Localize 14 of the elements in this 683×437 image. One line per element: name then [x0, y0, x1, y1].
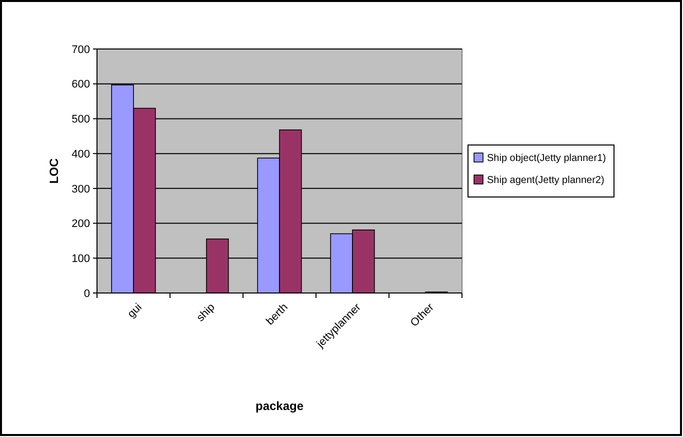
- legend-label: Ship agent(Jetty planner2): [487, 175, 604, 186]
- y-tick-label: 300: [72, 183, 90, 196]
- x-tick-label: ship: [194, 301, 218, 324]
- y-tick-label: 200: [72, 218, 90, 230]
- y-tick-label: 0: [84, 288, 90, 300]
- y-tick-label: 100: [72, 252, 90, 265]
- y-tick-label: 400: [72, 148, 90, 160]
- x-tick-label: gui: [125, 301, 144, 320]
- y-axis-title: LOC: [47, 158, 61, 184]
- legend-label: Ship object(Jetty planner1): [487, 153, 606, 164]
- y-tick-label: 500: [72, 114, 90, 126]
- x-axis-title: package: [255, 399, 304, 413]
- y-tick-label: 700: [72, 44, 90, 56]
- y-tick-label: 600: [72, 78, 90, 91]
